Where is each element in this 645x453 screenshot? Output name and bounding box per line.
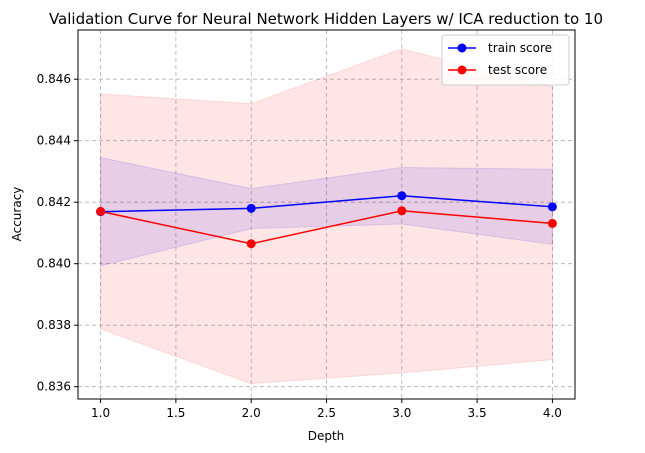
chart-title: Validation Curve for Neural Network Hidd… [49,10,603,28]
confidence-bands [100,48,553,385]
test-score-point [96,206,106,216]
train-score-line [100,194,553,213]
y-tick-label: 0.842 [37,195,71,209]
x-tick-label: 1.5 [166,406,185,420]
x-tick-label: 3.0 [392,406,411,420]
x-tick-label: 1.0 [91,406,110,420]
train-score-band [100,156,553,267]
test-score-line [100,210,553,245]
x-tick-label: 2.0 [242,406,261,420]
train-score-point [547,202,557,212]
train-score-point [246,203,256,213]
y-tick-label: 0.838 [37,318,71,332]
x-tick-label: 2.5 [317,406,336,420]
test-score-point [397,206,407,216]
y-axis-label: Accuracy [10,187,24,242]
series-lines [96,191,557,249]
y-tick-label: 0.844 [37,134,71,148]
axis-ticks: 1.0 1.5 2.0 2.5 3.0 3.5 4.0 0.836 0.838 0.840 0.84… [37,72,562,420]
test-score-point [547,218,557,228]
legend-train-marker [457,43,467,53]
x-tick-label: 4.0 [543,406,562,420]
legend-train-label: train score [488,41,552,55]
x-tick-label: 3.5 [468,406,487,420]
legend: train score test score [441,34,570,86]
test-score-point [246,239,256,249]
legend-test-marker [457,65,467,75]
legend-test-label: test score [488,63,547,77]
x-axis-label: Depth [308,429,345,443]
train-score-point [397,191,407,201]
y-tick-label: 0.840 [37,257,71,271]
test-score-band [100,48,553,385]
y-tick-label: 0.846 [37,72,71,86]
y-tick-label: 0.836 [37,380,71,394]
